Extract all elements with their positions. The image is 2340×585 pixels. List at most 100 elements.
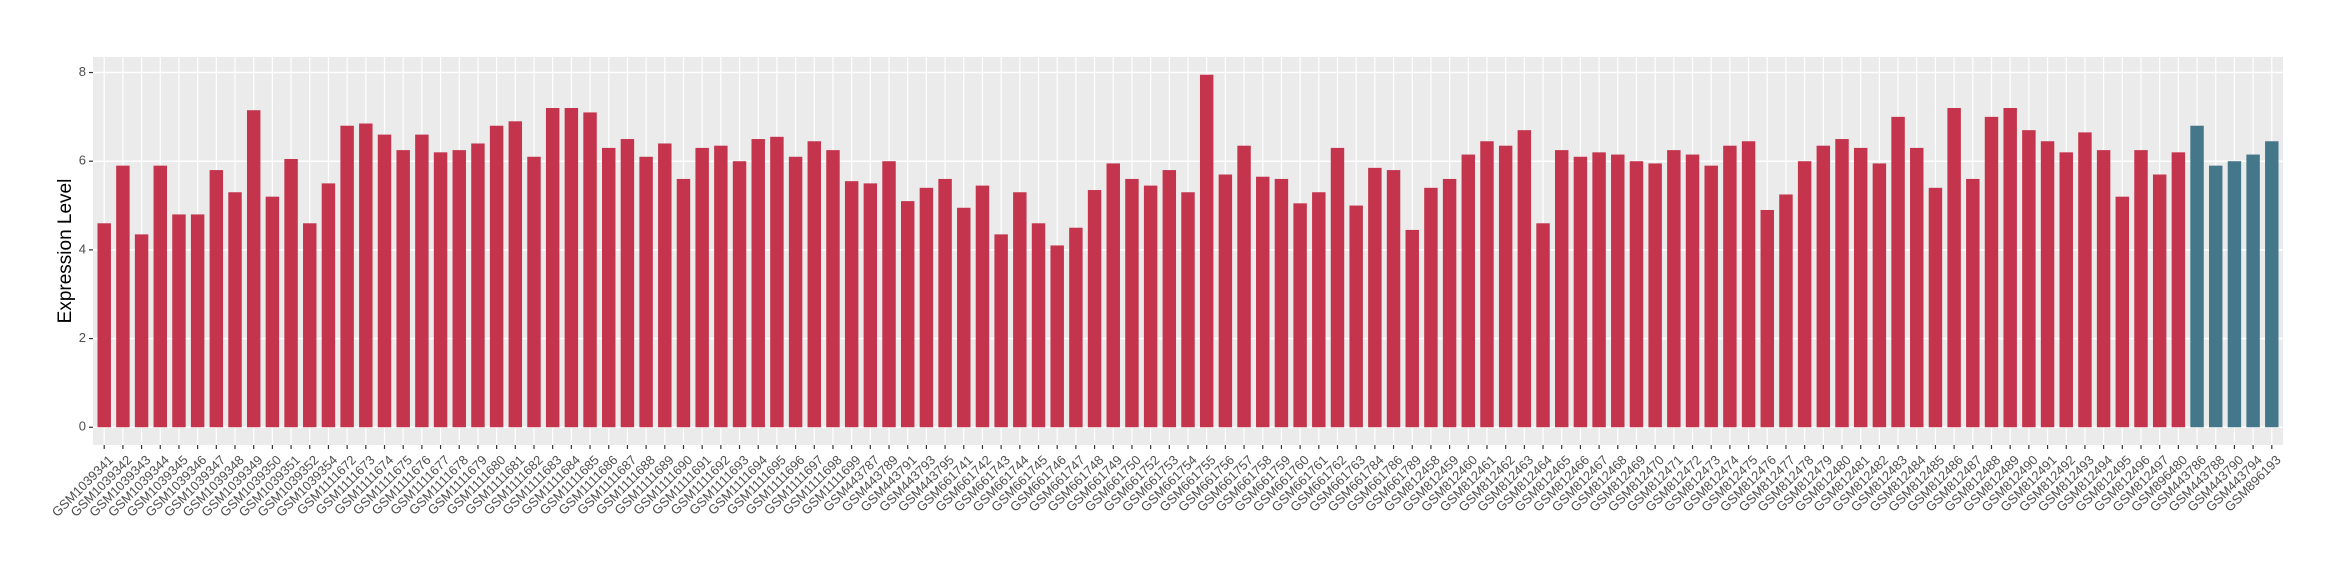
bar [1760,209,1774,428]
bar [1779,194,1793,428]
bar [1480,141,1494,428]
bar [1629,161,1644,428]
bar [303,223,317,428]
bar [826,150,840,428]
bar [1069,227,1083,428]
y-axis-title: Expression Level [55,179,76,324]
bar [1611,154,1625,428]
bar [1013,192,1027,428]
bar [265,196,280,428]
bar [994,234,1008,428]
bar [1517,130,1532,428]
y-tick-label: 8 [79,64,86,79]
bar [1891,116,1905,428]
bar [1872,163,1887,428]
bar [676,178,691,428]
bar [1143,185,1158,428]
bar [190,214,205,428]
bar [844,181,859,428]
bar [1835,139,1849,428]
bar [770,136,784,428]
bar [284,158,298,428]
bar [602,147,616,428]
bar [919,187,934,428]
bar [1966,178,1980,428]
bar [2022,130,2036,428]
bar [1704,165,1718,428]
bar [1218,174,1233,428]
bar [1536,223,1550,428]
bar [209,170,224,428]
bar [620,139,635,428]
bar [2096,150,2111,428]
bar [1050,245,1064,428]
bar [153,165,167,428]
bar [658,143,672,428]
bar [527,156,541,428]
bar [415,134,429,428]
bar [1330,147,1345,428]
bar [396,150,410,428]
bar [1741,141,1756,428]
bar [882,161,896,428]
bar [1125,178,1139,428]
bar [975,185,990,428]
bar [1293,203,1307,428]
bar [246,110,261,428]
bar [2190,125,2204,428]
bar [1386,170,1401,428]
bar [2059,152,2073,428]
bar [1087,190,1102,428]
bar [1199,74,1214,428]
bar [508,121,523,428]
bar [564,107,579,428]
bar [1424,187,1438,428]
bar [1256,176,1270,428]
bar [1106,163,1120,428]
bar [228,192,242,428]
bar [1349,205,1363,428]
bar [433,152,448,428]
bar [1312,192,1326,428]
bar [452,150,466,428]
bar [1554,150,1569,428]
bar [583,112,597,428]
bar [172,214,186,428]
bar [1853,147,1868,428]
bar [2078,132,2092,428]
bar [1667,150,1681,428]
bar [2246,154,2260,428]
bar [2209,165,2223,428]
bar [957,207,971,428]
y-tick-label: 2 [79,330,86,345]
bar [2227,161,2242,428]
bar [1928,187,1943,428]
bar [1498,145,1513,428]
bar [359,123,373,428]
bar [1984,116,1999,428]
bar [2134,150,2148,428]
bar [377,134,392,428]
bar [1816,145,1831,428]
bar [1442,178,1457,428]
bar [1685,154,1700,428]
bar [1181,192,1195,428]
bar [545,107,560,428]
bar [863,183,878,428]
bar [1648,163,1662,428]
bar [2003,107,2017,428]
bar [639,156,653,428]
bar [97,223,111,428]
bar [807,141,822,428]
bar [2171,152,2186,428]
bar [1573,156,1588,428]
bar [116,165,130,428]
bar [2265,141,2279,428]
bar [1368,167,1382,428]
bar [1162,170,1177,428]
y-tick-label: 6 [79,153,86,168]
bar [1910,147,1924,428]
bar [489,125,504,428]
bar [1461,154,1476,428]
